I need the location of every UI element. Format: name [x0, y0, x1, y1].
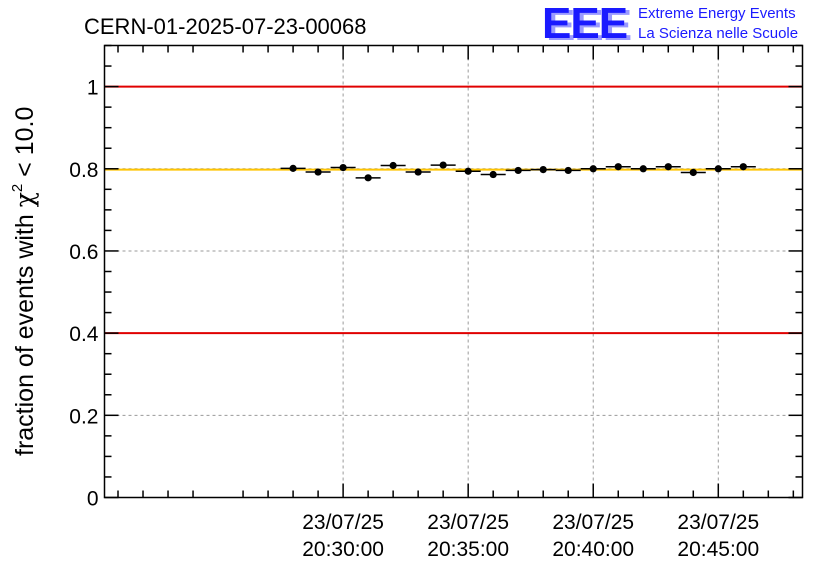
data-point	[339, 163, 347, 172]
reference-lines	[104, 85, 803, 335]
y-tick-label: 0	[87, 488, 99, 511]
data-point	[639, 165, 647, 173]
data-point	[514, 166, 522, 175]
logo-line2: La Scienza nelle Scuole	[638, 25, 798, 42]
data-point	[614, 163, 622, 171]
data-point	[739, 163, 747, 171]
data-point	[714, 165, 722, 173]
data-point	[289, 164, 297, 172]
y-tick-label: 0.8	[69, 159, 98, 182]
data-point	[414, 168, 422, 176]
y-axis-label-sup: 2	[9, 184, 26, 192]
x-tick-label-date: 23/07/25	[552, 511, 634, 534]
data-point	[664, 163, 672, 171]
data-point	[689, 168, 697, 177]
plot-frame	[103, 44, 804, 499]
data-point	[589, 165, 597, 173]
y-tick-label: 0.4	[69, 323, 99, 346]
x-tick-label-time: 20:30:00	[302, 538, 384, 561]
data-series	[280, 161, 756, 182]
x-tick-label-time: 20:45:00	[677, 538, 759, 561]
chart-title: CERN-01-2025-07-23-00068	[84, 14, 367, 39]
x-tick-label-date: 23/07/25	[427, 511, 509, 534]
data-point	[389, 161, 397, 170]
logo-line1: Extreme Energy Events	[638, 5, 796, 22]
x-tick-label-date: 23/07/25	[302, 511, 384, 534]
data-point	[464, 167, 472, 175]
y-tick-label: 1	[87, 77, 99, 100]
y-axis-label-main: fraction of events with	[11, 207, 39, 456]
y-tick-label: 0.2	[69, 405, 98, 428]
data-point	[314, 168, 322, 176]
logo-mark-shadow: EEE	[546, 1, 631, 50]
logo-mark: EEE	[542, 0, 627, 48]
data-point	[564, 166, 572, 175]
eee-logo: EEE EEE Extreme Energy Events La Scienza…	[542, 0, 798, 50]
x-tick-label-date: 23/07/25	[677, 511, 759, 534]
y-axis-label: fraction of events with χ2 < 10.0	[9, 107, 39, 456]
x-tick-label-time: 20:40:00	[552, 538, 634, 561]
data-point	[489, 170, 497, 179]
x-tick-label-time: 20:35:00	[427, 538, 509, 561]
axes: 0 0.2 0.4 0.6 0.8 1 23/07/25 20:30:00 23/07/25 20…	[69, 44, 803, 561]
y-axis-label-chi: χ	[10, 192, 39, 207]
grid	[104, 45, 803, 498]
y-axis-label-tail: < 10.0	[11, 107, 39, 184]
y-tick-label: 0.6	[69, 241, 98, 264]
data-point	[539, 165, 547, 174]
data-point	[439, 161, 447, 169]
data-point	[364, 174, 372, 182]
